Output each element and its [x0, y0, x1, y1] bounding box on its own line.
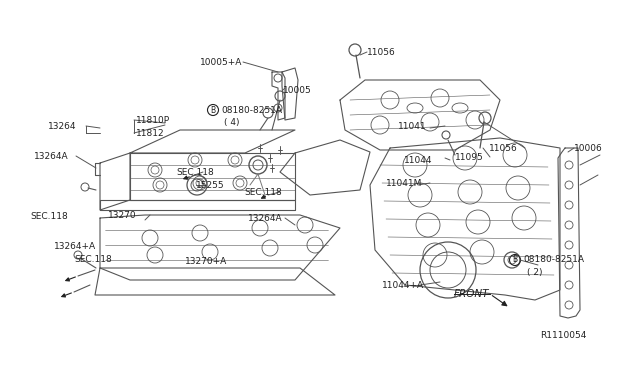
Text: 13264A: 13264A: [248, 214, 283, 222]
Text: 13270: 13270: [108, 211, 136, 219]
Text: 13264: 13264: [48, 122, 77, 131]
Text: 15255: 15255: [196, 180, 225, 189]
Text: 13264+A: 13264+A: [54, 241, 96, 250]
Text: SEC.118: SEC.118: [74, 254, 112, 263]
Text: 11041M: 11041M: [386, 179, 422, 187]
Text: B: B: [513, 256, 518, 264]
Text: 13270+A: 13270+A: [185, 257, 227, 266]
Text: 11041: 11041: [398, 122, 427, 131]
Text: SEC.118: SEC.118: [244, 187, 282, 196]
Text: 11095: 11095: [455, 153, 484, 161]
Text: 13264A: 13264A: [34, 151, 68, 160]
Text: SEC.118: SEC.118: [30, 212, 68, 221]
Text: 11044: 11044: [404, 155, 433, 164]
Text: ( 2): ( 2): [527, 267, 543, 276]
Text: ( 4): ( 4): [224, 118, 239, 126]
Text: 11056: 11056: [367, 48, 396, 57]
Text: 11044+A: 11044+A: [382, 282, 424, 291]
Text: 11812: 11812: [136, 128, 164, 138]
Text: B: B: [211, 106, 216, 115]
Text: 10005: 10005: [283, 86, 312, 94]
Text: 10005+A: 10005+A: [200, 58, 242, 67]
Text: 10006: 10006: [574, 144, 603, 153]
Text: 08180-8251A: 08180-8251A: [221, 106, 282, 115]
Text: 11810P: 11810P: [136, 115, 170, 125]
Text: SEC.118: SEC.118: [176, 167, 214, 176]
Text: R1110054: R1110054: [540, 331, 586, 340]
Text: 08180-8251A: 08180-8251A: [523, 256, 584, 264]
Text: 11056: 11056: [489, 144, 518, 153]
Text: FRONT: FRONT: [454, 289, 490, 299]
